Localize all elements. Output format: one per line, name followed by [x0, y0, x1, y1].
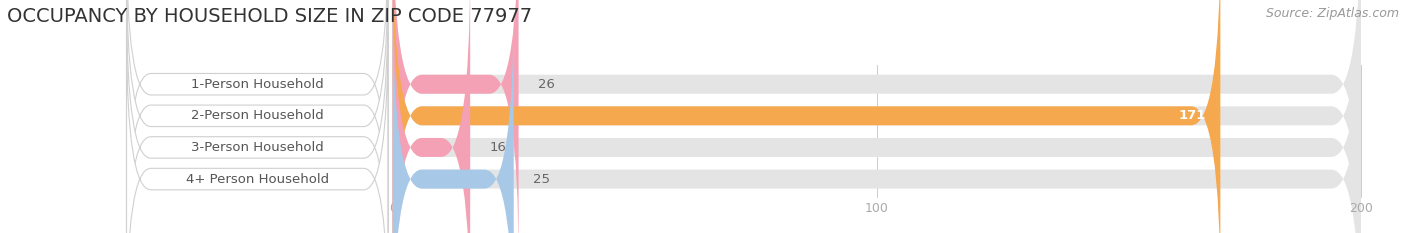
Text: 2-Person Household: 2-Person Household	[191, 109, 323, 122]
FancyBboxPatch shape	[127, 32, 388, 233]
FancyBboxPatch shape	[392, 0, 470, 233]
Text: 1-Person Household: 1-Person Household	[191, 78, 323, 91]
Text: 16: 16	[489, 141, 506, 154]
FancyBboxPatch shape	[392, 0, 1220, 233]
Text: OCCUPANCY BY HOUSEHOLD SIZE IN ZIP CODE 77977: OCCUPANCY BY HOUSEHOLD SIZE IN ZIP CODE …	[7, 7, 531, 26]
Text: 4+ Person Household: 4+ Person Household	[186, 173, 329, 185]
FancyBboxPatch shape	[127, 0, 388, 233]
FancyBboxPatch shape	[392, 0, 1361, 233]
Text: 171: 171	[1178, 109, 1206, 122]
FancyBboxPatch shape	[392, 0, 1361, 233]
Text: 26: 26	[538, 78, 555, 91]
FancyBboxPatch shape	[127, 0, 388, 233]
FancyBboxPatch shape	[392, 0, 519, 233]
Text: 3-Person Household: 3-Person Household	[191, 141, 323, 154]
Text: 25: 25	[533, 173, 550, 185]
FancyBboxPatch shape	[392, 0, 1361, 233]
FancyBboxPatch shape	[127, 0, 388, 232]
FancyBboxPatch shape	[392, 0, 513, 233]
Text: Source: ZipAtlas.com: Source: ZipAtlas.com	[1265, 7, 1399, 20]
FancyBboxPatch shape	[392, 0, 1361, 233]
